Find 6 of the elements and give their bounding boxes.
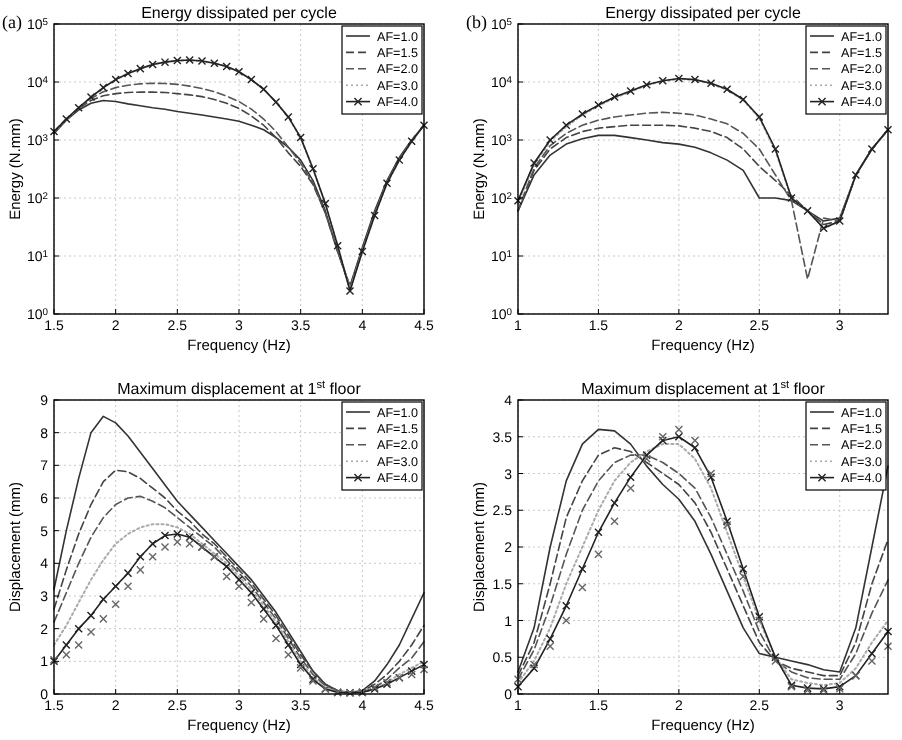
text: (b): [466, 12, 487, 32]
chart-title: Energy dissipated per cycle: [141, 4, 338, 22]
chart-title: Maximum displacement at 1$^{st}$ floor: [581, 380, 826, 398]
chart-title: Maximum displacement at 1$^{st}$ floor: [117, 380, 362, 398]
chart-title: Energy dissipated per cycle: [605, 4, 802, 22]
text: (a): [2, 12, 22, 32]
